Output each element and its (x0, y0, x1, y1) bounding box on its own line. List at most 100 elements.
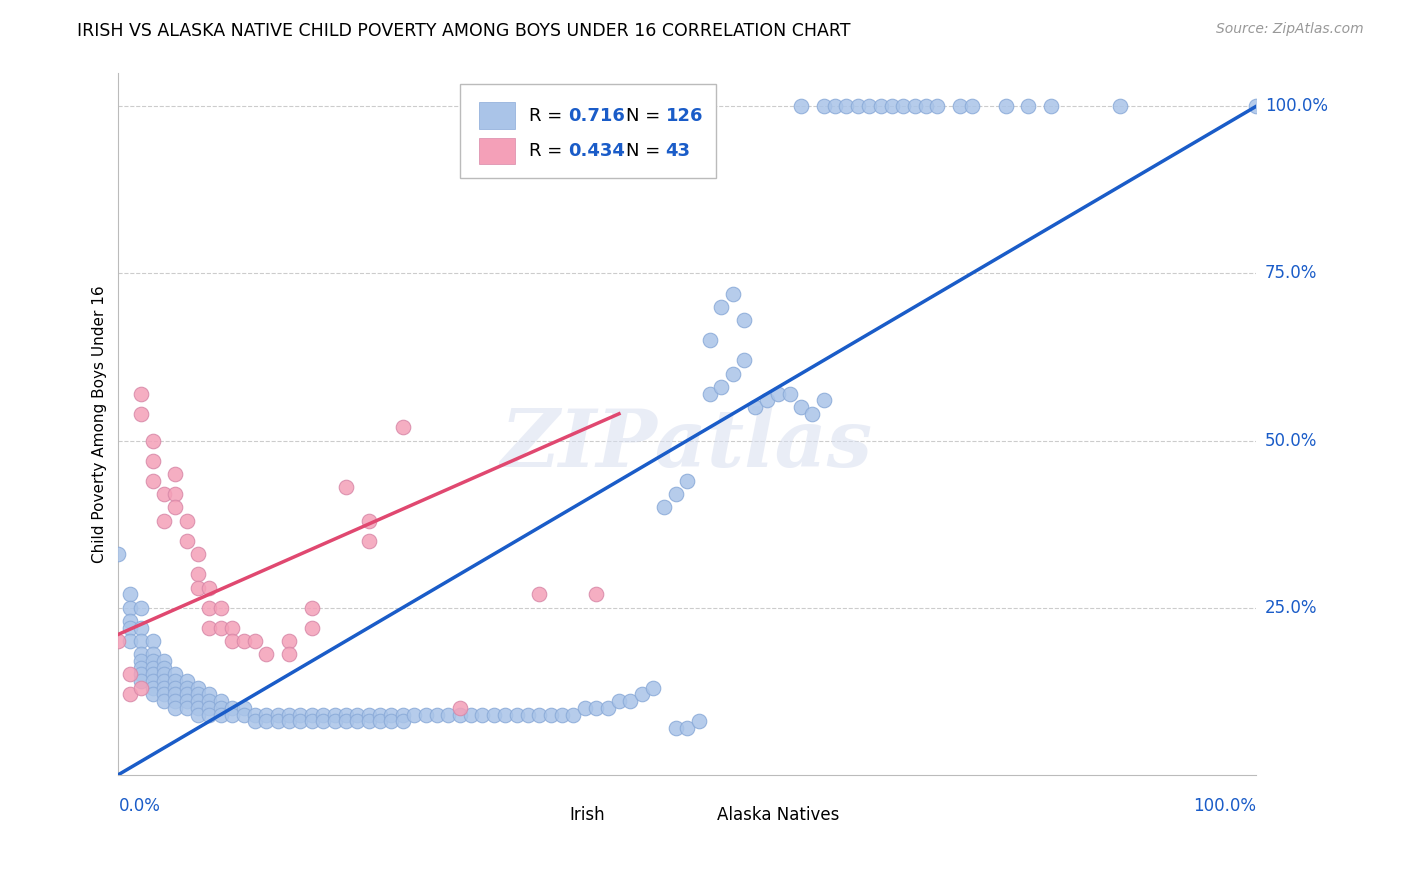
Point (494, 707, 516, 722)
Point (118, 614, 141, 628)
Text: 126: 126 (665, 107, 703, 125)
Point (129, 661, 152, 675)
Point (779, 386, 801, 401)
Point (198, 694, 221, 708)
Point (232, 707, 254, 722)
Point (529, 707, 551, 722)
Point (335, 707, 357, 722)
Point (118, 667, 141, 681)
Point (994, 99, 1017, 113)
Point (426, 707, 449, 722)
Point (1040, 99, 1063, 113)
Point (437, 707, 460, 722)
Point (619, 694, 641, 708)
Point (540, 707, 562, 722)
Point (254, 707, 277, 722)
Point (654, 500, 676, 515)
Point (187, 581, 209, 595)
Point (460, 707, 482, 722)
Point (153, 674, 176, 689)
Point (471, 707, 494, 722)
Point (118, 600, 141, 615)
Point (710, 380, 733, 394)
Point (323, 714, 346, 729)
Point (187, 701, 209, 715)
Point (129, 407, 152, 421)
Text: Irish: Irish (569, 806, 605, 824)
Point (153, 661, 176, 675)
Point (676, 474, 699, 488)
Point (129, 621, 152, 635)
Point (267, 714, 290, 729)
Point (278, 648, 301, 662)
Bar (479, 137, 516, 164)
Point (380, 707, 402, 722)
Point (187, 688, 209, 702)
Point (323, 707, 346, 722)
Point (574, 701, 596, 715)
Point (142, 654, 165, 668)
Point (733, 353, 755, 368)
Point (209, 707, 232, 722)
Point (368, 707, 391, 722)
Point (1244, 99, 1267, 113)
Point (129, 674, 152, 689)
Text: 0.434: 0.434 (568, 142, 624, 160)
Point (312, 714, 335, 729)
Point (153, 654, 176, 668)
Point (129, 386, 152, 401)
Point (165, 688, 187, 702)
Point (392, 714, 415, 729)
Point (165, 487, 187, 501)
Point (176, 701, 198, 715)
Point (346, 707, 368, 722)
Point (960, 99, 983, 113)
Point (165, 467, 187, 481)
Point (187, 567, 209, 582)
Point (142, 688, 165, 702)
Text: 25.0%: 25.0% (1265, 599, 1317, 616)
Point (858, 99, 880, 113)
Text: R =: R = (529, 107, 568, 125)
Point (243, 714, 266, 729)
Point (118, 587, 141, 601)
Point (699, 333, 721, 347)
Point (209, 600, 232, 615)
Point (676, 721, 699, 735)
Point (187, 547, 209, 561)
Text: 0.716: 0.716 (568, 107, 624, 125)
Point (221, 701, 243, 715)
Point (165, 500, 187, 515)
Point (142, 661, 165, 675)
Point (118, 634, 141, 648)
Point (630, 688, 652, 702)
Point (335, 714, 357, 729)
Text: 43: 43 (665, 142, 690, 160)
Point (243, 634, 266, 648)
Point (187, 694, 209, 708)
Point (529, 587, 551, 601)
Point (596, 701, 619, 715)
Bar (529, 805, 560, 826)
Point (301, 600, 323, 615)
Point (915, 99, 938, 113)
Point (357, 533, 380, 548)
Point (893, 99, 915, 113)
Point (278, 707, 301, 722)
Point (165, 674, 187, 689)
Point (335, 480, 357, 494)
Point (153, 667, 176, 681)
Point (301, 714, 323, 729)
Point (710, 300, 733, 314)
Point (733, 313, 755, 327)
Point (846, 99, 869, 113)
Point (209, 701, 232, 715)
Point (221, 621, 243, 635)
Point (790, 99, 813, 113)
Point (129, 681, 152, 695)
Point (187, 681, 209, 695)
Point (404, 707, 426, 722)
Point (368, 714, 391, 729)
Point (357, 514, 380, 528)
Point (688, 714, 710, 729)
